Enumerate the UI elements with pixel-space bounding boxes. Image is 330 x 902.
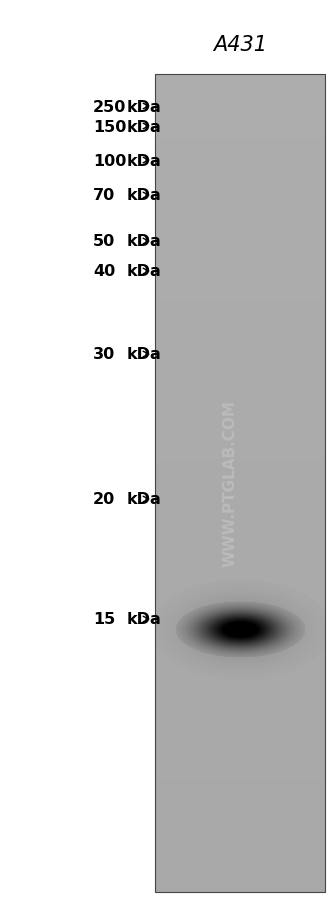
Text: 50: 50	[93, 235, 115, 249]
Text: kDa: kDa	[127, 264, 162, 280]
Text: 250: 250	[93, 99, 126, 115]
Text: kDa: kDa	[127, 119, 162, 134]
Text: 70: 70	[93, 189, 115, 203]
Bar	[155, 75, 325, 892]
Text: kDa: kDa	[127, 347, 162, 362]
Text: kDa: kDa	[127, 189, 162, 203]
Text: 15: 15	[93, 612, 115, 627]
Text: 100: 100	[93, 153, 126, 169]
Text: 30: 30	[93, 347, 115, 362]
Text: kDa: kDa	[127, 235, 162, 249]
Text: 150: 150	[93, 119, 126, 134]
Text: WWW.PTGLAB.COM: WWW.PTGLAB.COM	[222, 400, 238, 566]
Text: 20: 20	[93, 492, 115, 507]
Text: A431: A431	[213, 35, 267, 55]
Text: 40: 40	[93, 264, 115, 280]
Text: kDa: kDa	[127, 612, 162, 627]
Text: kDa: kDa	[127, 492, 162, 507]
Text: kDa: kDa	[127, 99, 162, 115]
Text: kDa: kDa	[127, 153, 162, 169]
